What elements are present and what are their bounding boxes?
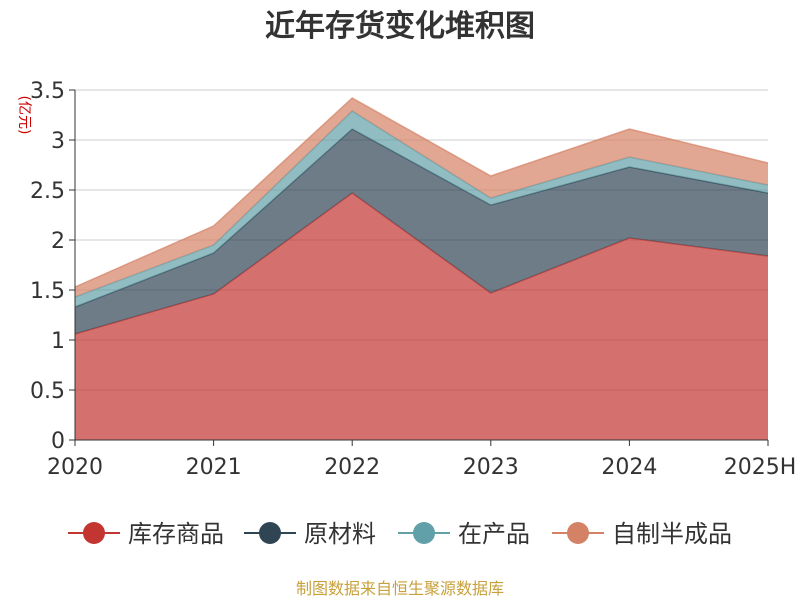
legend-item-2[interactable]: 原材料 xyxy=(244,520,376,548)
legend: 库存商品 原材料 在产品 自制半成品 xyxy=(68,520,732,548)
legend-item-1[interactable]: 库存商品 xyxy=(68,520,224,548)
y-tick-label: 1 xyxy=(51,329,65,354)
x-tick-label: 2021 xyxy=(186,455,242,480)
y-tick-label: 3.5 xyxy=(30,79,65,104)
x-tick-label: 2025H xyxy=(724,455,797,480)
legend-label: 自制半成品 xyxy=(612,520,732,548)
x-tick-label: 2024 xyxy=(601,455,657,480)
legend-label: 原材料 xyxy=(304,520,376,548)
y-axis-unit-label: (亿元) xyxy=(16,96,32,135)
legend-marker xyxy=(413,522,435,544)
legend-item-4[interactable]: 自制半成品 xyxy=(552,520,732,548)
legend-marker xyxy=(83,522,105,544)
x-tick-label: 2022 xyxy=(324,455,380,480)
x-tick-label: 2020 xyxy=(47,455,103,480)
area-series-4 xyxy=(75,98,768,297)
y-tick-label: 2.5 xyxy=(30,179,65,204)
area-series xyxy=(74,97,769,440)
area-series-2 xyxy=(75,129,768,334)
axes: 0 0.5 1 1.5 2 2.5 3 3.5 2020 2021 2022 2023 2024 2025… xyxy=(30,79,796,480)
area-series-line-4 xyxy=(74,97,769,288)
legend-item-3[interactable]: 在产品 xyxy=(398,520,530,548)
legend-marker xyxy=(567,522,589,544)
y-tick-label: 1.5 xyxy=(30,279,65,304)
y-tick-label: 0.5 xyxy=(30,379,65,404)
y-tick-label: 2 xyxy=(51,229,65,254)
legend-label: 库存商品 xyxy=(128,520,224,548)
legend-label: 在产品 xyxy=(458,520,530,548)
area-series-1 xyxy=(75,193,768,440)
y-tick-label: 3 xyxy=(51,129,65,154)
source-footer: 制图数据来自恒生聚源数据库 xyxy=(296,579,504,598)
x-tick-label: 2023 xyxy=(463,455,519,480)
chart-title: 近年存货变化堆积图 xyxy=(265,9,535,44)
y-tick-label: 0 xyxy=(51,429,65,454)
legend-marker xyxy=(259,522,281,544)
